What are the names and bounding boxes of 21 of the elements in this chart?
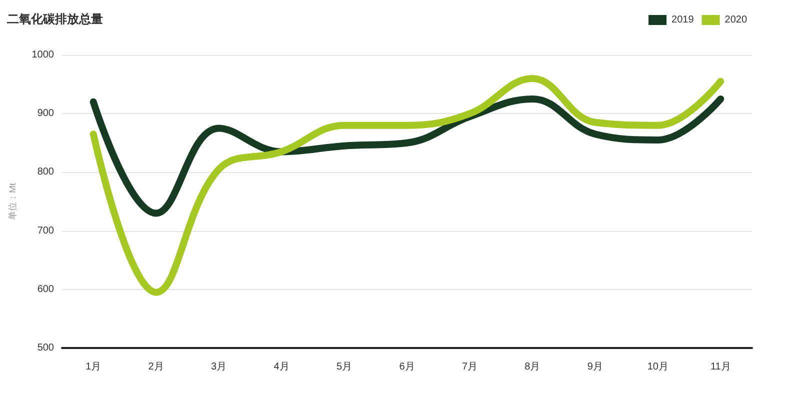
chart-title: 二氧化碳排放总量 bbox=[7, 12, 103, 26]
y-tick-label: 900 bbox=[37, 108, 54, 120]
x-tick-label: 3月 bbox=[211, 362, 227, 372]
x-tick-label: 7月 bbox=[462, 362, 478, 372]
y-axis-title: 单位：Mt bbox=[8, 182, 18, 220]
x-tick-label: 5月 bbox=[336, 362, 352, 372]
x-tick-label: 9月 bbox=[587, 362, 603, 372]
legend-label: 2020 bbox=[724, 14, 748, 26]
x-tick-label: 4月 bbox=[274, 362, 290, 372]
y-tick-label: 700 bbox=[37, 225, 54, 236]
x-tick-label: 11月 bbox=[710, 362, 731, 372]
x-tick-label: 1月 bbox=[86, 362, 102, 372]
x-tick-label: 2月 bbox=[148, 362, 164, 372]
x-tick-label: 8月 bbox=[524, 362, 540, 372]
y-tick-label: 600 bbox=[37, 284, 54, 295]
y-tick-label: 1000 bbox=[32, 50, 54, 60]
y-tick-label: 800 bbox=[37, 166, 54, 178]
x-tick-label: 10月 bbox=[647, 362, 668, 372]
legend-label: 2019 bbox=[672, 14, 694, 26]
x-tick-label: 6月 bbox=[399, 362, 415, 372]
y-tick-label: 500 bbox=[37, 342, 54, 354]
